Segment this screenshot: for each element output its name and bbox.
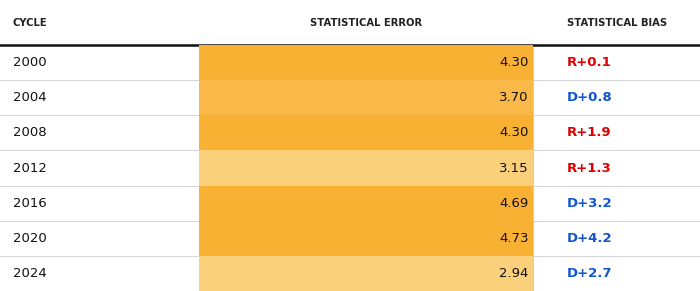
Text: STATISTICAL BIAS: STATISTICAL BIAS (566, 17, 667, 28)
Text: 2020: 2020 (13, 232, 46, 245)
Text: R+0.1: R+0.1 (567, 56, 612, 69)
Text: 2.94: 2.94 (499, 267, 528, 280)
Text: 4.69: 4.69 (499, 197, 528, 210)
Text: 3.70: 3.70 (499, 91, 528, 104)
Text: CYCLE: CYCLE (13, 17, 47, 28)
Text: 2016: 2016 (13, 197, 46, 210)
Text: 2000: 2000 (13, 56, 46, 69)
Text: D+0.8: D+0.8 (567, 91, 612, 104)
Text: R+1.3: R+1.3 (567, 162, 612, 175)
Bar (199, 256, 533, 291)
Text: 2008: 2008 (13, 126, 46, 139)
Text: 2004: 2004 (13, 91, 46, 104)
Bar (199, 221, 533, 256)
Text: D+4.2: D+4.2 (567, 232, 612, 245)
Bar (199, 186, 533, 221)
Text: 2012: 2012 (13, 162, 46, 175)
Text: 4.30: 4.30 (499, 56, 528, 69)
Bar (199, 45, 533, 80)
Text: 4.30: 4.30 (499, 126, 528, 139)
Text: 3.15: 3.15 (499, 162, 528, 175)
Bar (199, 80, 533, 115)
Text: 2024: 2024 (13, 267, 46, 280)
Text: 4.73: 4.73 (499, 232, 528, 245)
Text: STATISTICAL ERROR: STATISTICAL ERROR (310, 17, 423, 28)
Text: R+1.9: R+1.9 (567, 126, 612, 139)
Bar (199, 115, 533, 150)
Text: D+3.2: D+3.2 (567, 197, 612, 210)
Bar (199, 150, 533, 186)
Text: D+2.7: D+2.7 (567, 267, 612, 280)
